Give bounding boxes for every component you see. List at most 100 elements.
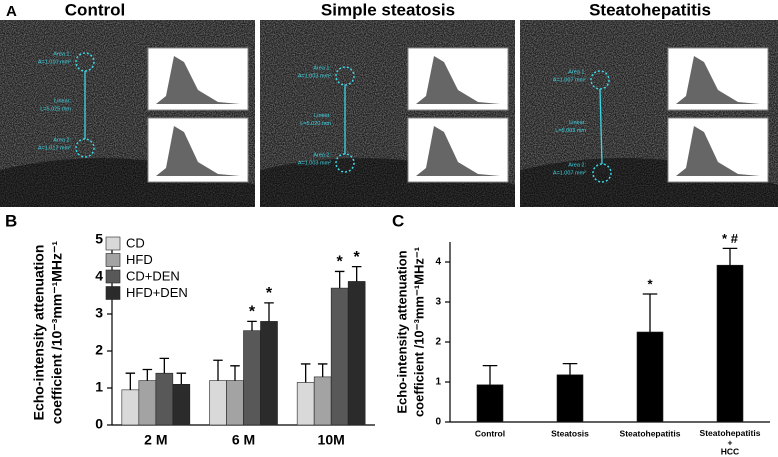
- image-title: Simple steatosis: [321, 0, 455, 19]
- measure-label: Linear:: [54, 98, 71, 104]
- y-tick-label: 3: [435, 297, 441, 308]
- measure-label: A=1.017 mm²: [38, 145, 71, 151]
- error-bar: [351, 265, 362, 282]
- bar: [347, 281, 366, 426]
- legend-swatch: [105, 253, 121, 267]
- significance-marker: * #: [722, 231, 739, 246]
- bar: [155, 372, 174, 426]
- legend-swatch: [105, 269, 121, 284]
- histogram: [416, 56, 500, 104]
- bar: [226, 380, 244, 426]
- y-tick-label: 2: [435, 337, 441, 348]
- histogram: [156, 126, 240, 176]
- panel-label: B: [5, 211, 17, 230]
- legend-label: HFD+DEN: [126, 285, 188, 300]
- roi-circle: [590, 70, 610, 90]
- y-tick-label: 0: [95, 416, 103, 432]
- bar: [260, 321, 278, 426]
- roi-circle: [592, 163, 612, 183]
- measure-label: Area 2:: [568, 162, 586, 168]
- y-tick-label: 1: [435, 377, 441, 388]
- y-tick-label: 5: [95, 231, 103, 247]
- x-tick-label: 10M: [318, 432, 345, 448]
- y-tick-label: 2: [95, 342, 103, 358]
- y-tick-label: 4: [435, 257, 441, 268]
- error-bar: [247, 320, 257, 331]
- measure-label: Linear:: [569, 120, 586, 126]
- bar: [716, 264, 744, 423]
- error-bar: [300, 363, 311, 383]
- error-bar: [482, 364, 498, 385]
- legend-swatch: [105, 236, 121, 251]
- error-bar: [176, 372, 187, 385]
- bar: [172, 383, 191, 426]
- bar: [121, 389, 140, 426]
- legend-label: CD+DEN: [126, 268, 180, 283]
- y-axis-label: coefficient /10⁻³mm⁻¹MHz⁻¹: [49, 241, 65, 425]
- significance-marker: *: [337, 254, 344, 271]
- panel-label: A: [6, 3, 17, 20]
- measure-label: Area 2:: [53, 137, 71, 143]
- x-tick-label: Steatosis: [551, 428, 589, 438]
- significance-marker: *: [354, 249, 361, 266]
- x-tick-label: Control: [475, 428, 505, 438]
- image-title: Control: [65, 0, 125, 19]
- bar: [330, 287, 349, 426]
- error-bar: [334, 270, 345, 289]
- bar: [556, 374, 584, 423]
- y-tick-label: 3: [95, 305, 103, 321]
- bar: [209, 380, 227, 426]
- measure-label: A=1.010 mm²: [38, 59, 71, 65]
- roi-circle: [75, 138, 95, 158]
- error-bar: [317, 363, 328, 377]
- x-tick-label: 6 M: [232, 432, 255, 448]
- bar: [636, 331, 664, 423]
- measure-label: Area 1:: [568, 69, 586, 75]
- error-bar: [642, 293, 658, 332]
- error-bar: [562, 362, 578, 375]
- roi-circle: [75, 52, 95, 72]
- legend-label: HFD: [126, 252, 153, 267]
- error-bar: [159, 357, 170, 374]
- roi-circle: [335, 66, 355, 86]
- legend-label: CD: [126, 235, 145, 250]
- error-bar: [722, 247, 738, 266]
- measure-label: A=1.007 mm²: [553, 77, 586, 83]
- error-bar: [230, 365, 240, 381]
- bar: [476, 384, 504, 423]
- bar: [138, 380, 157, 426]
- error-bar: [213, 359, 223, 381]
- roi-circle: [335, 153, 355, 173]
- measure-label: L=5.025 mm: [40, 106, 71, 112]
- significance-marker: *: [647, 276, 653, 291]
- histogram: [416, 126, 500, 176]
- x-tick-label: 2 M: [144, 432, 167, 448]
- y-tick-label: 1: [95, 379, 103, 395]
- error-bar: [125, 372, 136, 390]
- error-bar: [142, 368, 153, 381]
- measure-label: L=5.020 mm: [300, 121, 331, 127]
- histogram: [676, 56, 760, 104]
- error-bar: [264, 302, 274, 322]
- y-axis-label: Echo-intensity attenuation: [31, 245, 47, 421]
- y-tick-label: 4: [95, 268, 103, 284]
- histogram: [676, 126, 760, 176]
- measure-label: L=5.003 mm: [555, 128, 586, 134]
- bar: [243, 330, 261, 426]
- image-title: Steatohepatitis: [589, 0, 711, 19]
- significance-marker: *: [266, 285, 273, 302]
- legend-swatch: [105, 286, 121, 300]
- measure-label: A=1.003 mm²: [298, 160, 331, 166]
- measure-line: [599, 88, 603, 165]
- x-tick-label: Steatohepatitis + HCC: [700, 428, 761, 457]
- bar: [296, 382, 315, 426]
- significance-marker: *: [249, 304, 256, 321]
- measure-label: A=1.003 mm²: [298, 73, 331, 79]
- y-axis-label: coefficient /10⁻³mm⁻¹MHz⁻¹: [411, 247, 426, 417]
- measure-label: A=1.007 mm²: [553, 170, 586, 176]
- bar: [313, 376, 332, 426]
- panel-label: C: [392, 211, 404, 230]
- measure-label: Area 2:: [313, 152, 331, 158]
- x-tick-label: Steatohepatitis: [620, 428, 681, 438]
